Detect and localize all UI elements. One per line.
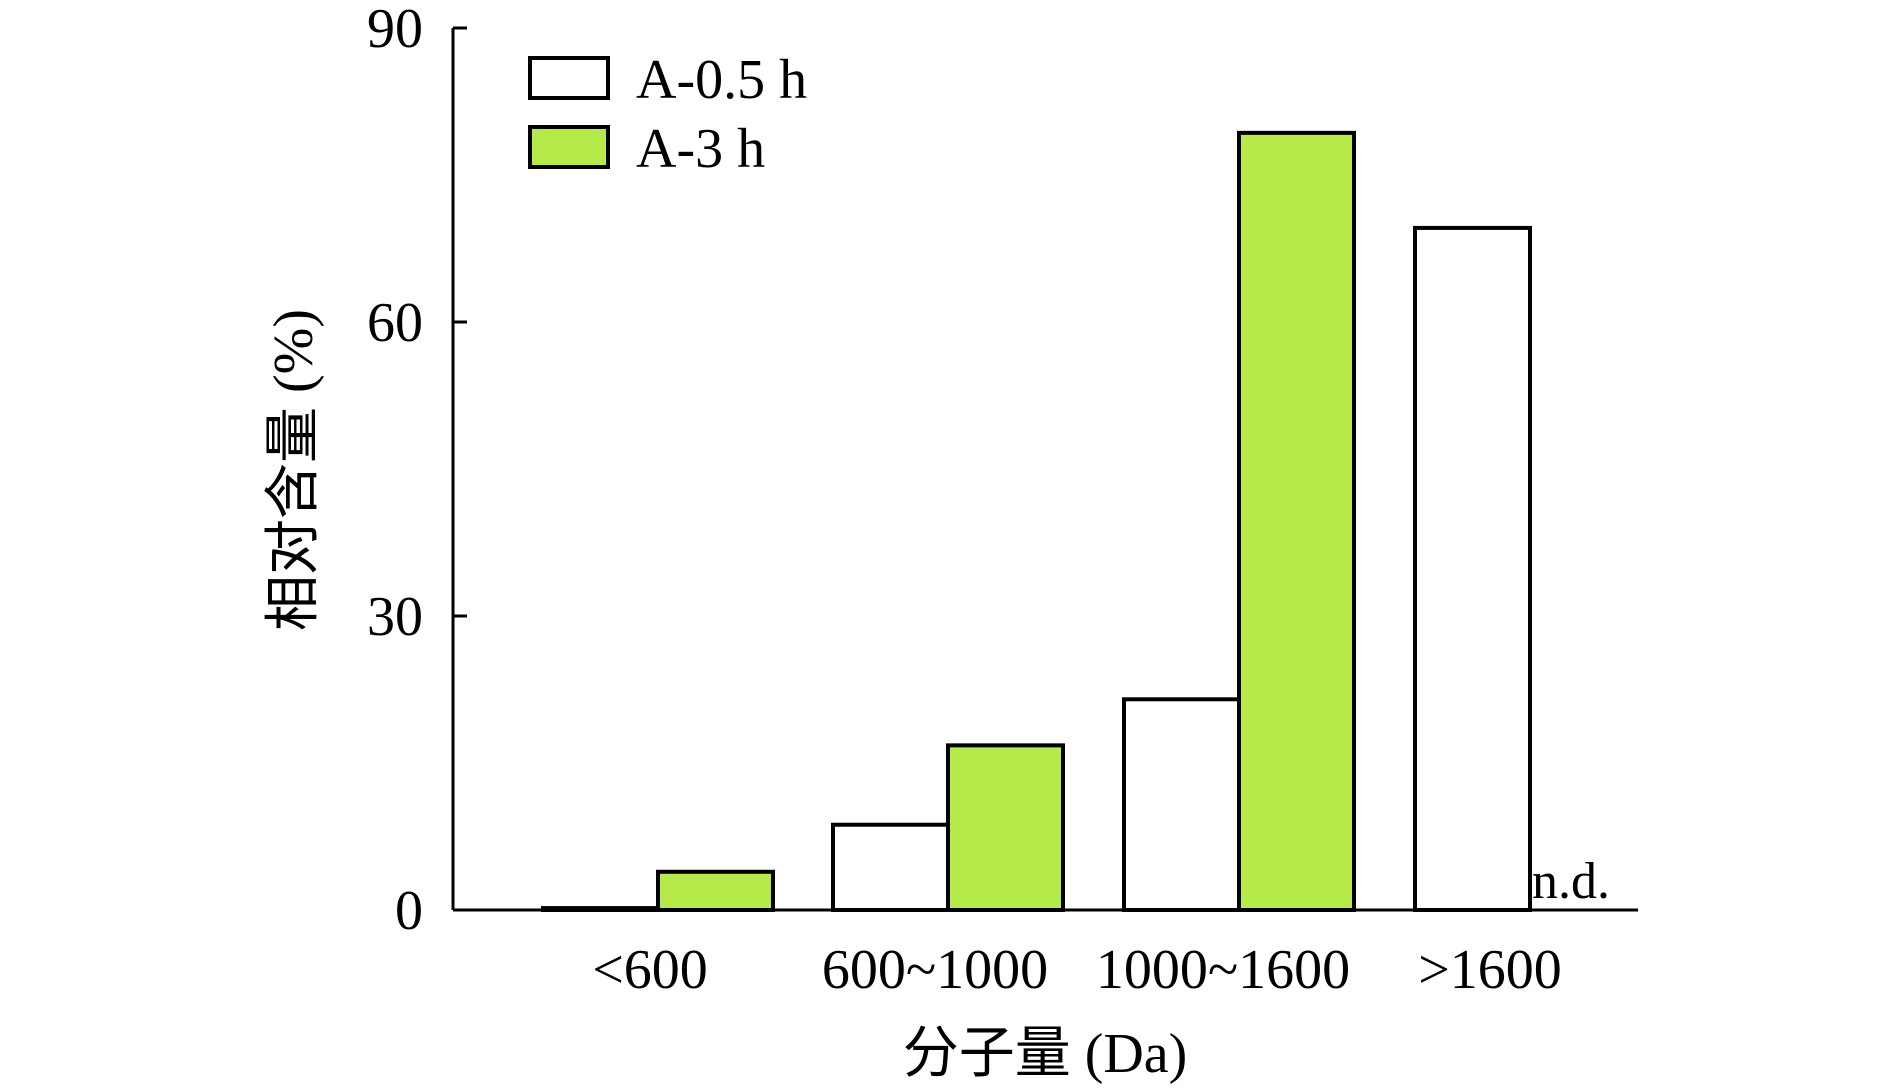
- legend: A-0.5 h A-3 h: [528, 49, 807, 180]
- bar-a-0-5h: [1122, 697, 1241, 912]
- nd-annotation: n.d.: [1532, 853, 1610, 910]
- bar-a-3h: [946, 743, 1065, 912]
- x-tick-label: >1600: [1418, 939, 1562, 1001]
- legend-swatch: [528, 125, 610, 169]
- x-tick-label: 600~1000: [822, 939, 1048, 1001]
- legend-swatch: [528, 56, 610, 100]
- bar-a-0-5h: [541, 906, 660, 912]
- x-tick-label: 1000~1600: [1096, 939, 1350, 1001]
- bars: [541, 130, 1532, 913]
- y-tick-label: 0: [395, 880, 423, 942]
- x-tick-label: <600: [592, 939, 708, 1001]
- bar-a-3h: [656, 869, 775, 913]
- y-axis-title: 相对含量 (%): [263, 309, 325, 631]
- bar-a-0-5h: [831, 822, 950, 912]
- legend-label: A-0.5 h: [636, 49, 807, 111]
- bar-a-3h: [1237, 130, 1356, 913]
- legend-label: A-3 h: [636, 118, 765, 180]
- y-tick-label: 60: [367, 292, 423, 354]
- category-labels: <600 600~1000 1000~1600 >1600: [592, 939, 1562, 1001]
- annotations: n.d.: [1532, 853, 1610, 910]
- y-tick-label: 90: [367, 0, 423, 60]
- y-tick-label: 30: [367, 586, 423, 648]
- bar-a-0-5h: [1413, 225, 1532, 913]
- y-ticks: 0 30 60 90: [367, 0, 467, 942]
- x-axis-title: 分子量 (Da): [903, 1023, 1188, 1085]
